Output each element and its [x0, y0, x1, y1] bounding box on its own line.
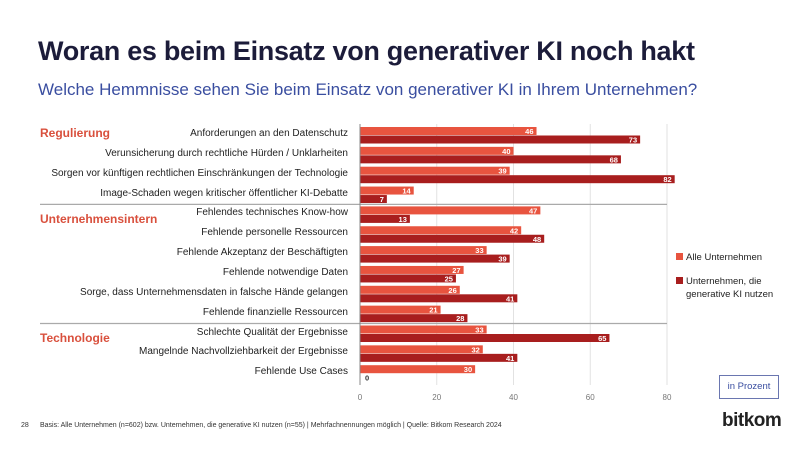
bar	[360, 345, 483, 354]
data-label: 13	[399, 215, 407, 224]
category-label: Fehlendes technisches Know-how	[196, 207, 348, 219]
unit-label: in Prozent	[719, 375, 779, 399]
bar	[360, 314, 468, 323]
legend-label: Alle Unternehmen	[686, 252, 763, 263]
data-label: 32	[471, 345, 479, 354]
data-label: 47	[529, 206, 537, 215]
data-label: 25	[445, 274, 453, 283]
bar	[360, 246, 487, 255]
data-label: 14	[402, 187, 411, 196]
data-label: 27	[452, 266, 460, 275]
bar	[360, 265, 464, 274]
page-subtitle: Welche Hemmnisse sehen Sie beim Einsatz …	[38, 80, 698, 99]
data-label: 33	[475, 246, 483, 255]
bar	[360, 127, 537, 135]
data-label: 7	[380, 195, 384, 204]
bar	[360, 146, 514, 155]
bar	[360, 155, 621, 164]
category-label: Sorge, dass Unternehmensdaten in falsche…	[80, 286, 348, 298]
footer-source: Basis: Alle Unternehmen (n=602) bzw. Unt…	[40, 422, 502, 429]
data-label: 41	[506, 294, 514, 303]
data-label: 48	[533, 235, 541, 244]
data-label: 39	[498, 167, 506, 176]
bar	[360, 234, 545, 243]
data-label: 33	[475, 326, 483, 335]
legend-swatch-icon	[676, 277, 683, 284]
x-tick-label: 80	[663, 393, 672, 402]
legend-swatch-icon	[676, 253, 683, 260]
data-label: 73	[629, 136, 637, 145]
page-title: Woran es beim Einsatz von generativer KI…	[38, 36, 695, 66]
category-label: Sorgen vor künftigen rechtlichen Einschr…	[51, 167, 348, 179]
legend-item-ki-nutzer: Unternehmen, die generative KI nutzen	[676, 275, 796, 301]
data-label: 30	[464, 365, 472, 374]
bar	[360, 274, 456, 283]
data-label: 28	[456, 314, 464, 323]
group-label-regulierung: Regulierung	[40, 126, 111, 140]
category-label: Anforderungen an den Datenschutz	[190, 128, 348, 139]
category-label: Fehlende personelle Ressourcen	[201, 227, 348, 239]
bar	[360, 175, 675, 184]
data-label: 46	[525, 127, 533, 136]
data-label: 39	[498, 255, 506, 264]
group-label-technologie: Technologie	[40, 331, 110, 345]
category-label: Fehlende Use Cases	[254, 366, 348, 378]
category-label: Mangelnde Nachvollziehbarkeit der Ergebn…	[138, 346, 348, 358]
bar	[360, 353, 518, 362]
bar	[360, 254, 510, 263]
legend-label: Unternehmen, die generative KI nutzen	[686, 276, 774, 300]
category-label: Fehlende notwendige Daten	[222, 266, 348, 278]
bar	[360, 294, 518, 303]
bar	[360, 365, 476, 374]
data-label: 68	[610, 155, 618, 164]
category-label: Image-Schaden wegen kritischer öffentlic…	[100, 187, 348, 199]
bar	[360, 226, 522, 235]
bar	[360, 334, 610, 342]
category-label: Schlechte Qualität der Ergebnisse	[196, 326, 348, 338]
bar	[360, 206, 541, 215]
data-label: 65	[598, 334, 606, 343]
page-number: 28	[21, 422, 29, 429]
x-tick-label: 20	[432, 393, 441, 402]
x-tick-label: 0	[358, 393, 363, 402]
bar	[360, 166, 510, 175]
data-label: 21	[429, 306, 437, 315]
data-label: 42	[510, 226, 518, 235]
category-label: Verunsicherung durch rechtliche Hürden /…	[105, 147, 348, 159]
bar	[360, 135, 641, 144]
bar	[360, 186, 414, 195]
x-tick-label: 60	[586, 393, 595, 402]
data-label: 26	[448, 286, 456, 295]
bitkom-logo: bitkom	[722, 410, 782, 431]
data-label: 82	[663, 175, 671, 184]
bar	[360, 325, 487, 334]
x-tick-label: 40	[509, 393, 518, 402]
bar	[360, 195, 387, 204]
group-label-unternehmensintern: Unternehmensintern	[40, 212, 158, 226]
data-label: 41	[506, 354, 514, 363]
legend-item-alle: Alle Unternehmen	[676, 251, 762, 264]
bar	[360, 285, 460, 294]
data-label: 40	[502, 147, 510, 156]
category-label: Fehlende finanzielle Ressourcen	[202, 306, 348, 318]
bar	[360, 305, 441, 314]
data-label: 0	[365, 374, 369, 383]
bar	[360, 214, 410, 223]
category-label: Fehlende Akzeptanz der Beschäftigten	[176, 247, 348, 259]
